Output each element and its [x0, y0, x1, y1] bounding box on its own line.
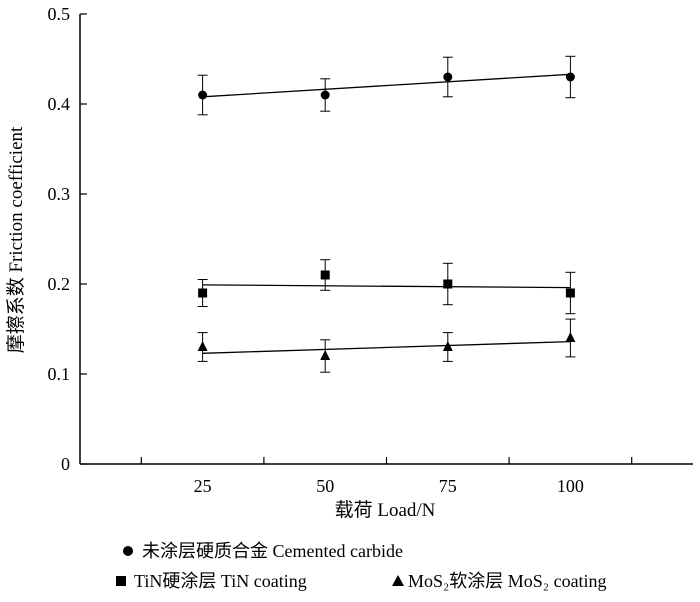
y-tick-label: 0.3: [48, 184, 71, 204]
legend: 未涂层硬质合金 Cemented carbide TiN硬涂层 TiN coat…: [116, 541, 607, 591]
data-point-triangle: [442, 341, 453, 351]
legend-marker-triangle: [392, 575, 404, 586]
data-point-square: [320, 270, 330, 280]
trend-lines: [202, 73, 571, 354]
y-tick-label: 0.2: [48, 274, 71, 294]
data-point-triangle: [320, 350, 331, 360]
legend-marker-circle: [123, 546, 133, 556]
x-tick-label: 75: [439, 476, 457, 496]
error-bars: [197, 55, 576, 373]
data-point-circle: [198, 90, 208, 100]
data-point-circle: [320, 90, 330, 100]
data-point-square: [443, 279, 453, 289]
x-tick-label: 25: [194, 476, 212, 496]
y-tick-label: 0.5: [48, 4, 71, 24]
y-tick-label: 0.1: [48, 364, 71, 384]
plot-area: 0 0.1 0.2 0.3 0.4 0.5 25 50 75 100: [48, 4, 693, 496]
data-point-circle: [565, 72, 575, 82]
markers: [197, 72, 576, 360]
legend-label-tin-coating: TiN硬涂层 TiN coating: [134, 571, 307, 591]
y-tick-label: 0.4: [48, 94, 71, 114]
trend-line: [202, 340, 571, 354]
x-tick-label: 100: [557, 476, 584, 496]
x-tick-label: 50: [316, 476, 334, 496]
data-point-triangle: [565, 332, 576, 342]
data-point-square: [198, 288, 208, 298]
legend-label-mos2-coating: MoS₂软涂层 MoS₂ coating: [408, 571, 607, 591]
trend-line: [202, 73, 571, 98]
data-point-circle: [443, 72, 453, 82]
y-ticks: 0 0.1 0.2 0.3 0.4 0.5: [48, 4, 87, 474]
x-ticks: 25 50 75 100: [140, 457, 633, 496]
trend-line: [202, 284, 571, 289]
legend-label-cemented-carbide: 未涂层硬质合金 Cemented carbide: [142, 541, 403, 561]
data-point-triangle: [197, 341, 208, 351]
x-axis-title: 载荷 Load/N: [335, 499, 436, 521]
data-point-square: [565, 288, 575, 298]
legend-marker-square: [116, 576, 126, 586]
y-axis-title: 摩擦系数 Friction coefficient: [5, 126, 27, 353]
y-tick-label: 0: [61, 454, 70, 474]
